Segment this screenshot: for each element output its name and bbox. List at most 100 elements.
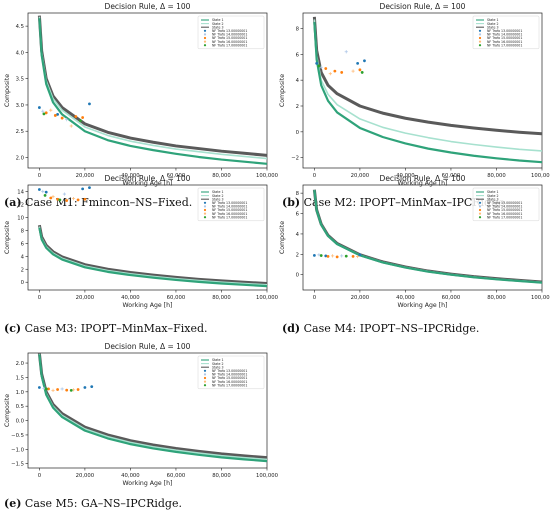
series-line-state-1	[313, 189, 542, 284]
x-tick-label: 60,000	[167, 173, 186, 179]
y-tick-label: 2	[296, 104, 299, 110]
series-line-state-2	[38, 16, 267, 160]
caption-label: (a)	[4, 196, 22, 209]
y-tick-label: 12	[17, 202, 24, 208]
data-point-nf-17	[44, 387, 48, 391]
y-tick-label: 4.0	[16, 50, 25, 56]
data-point-nf-16	[351, 69, 355, 73]
y-axis-label: Composite	[279, 221, 286, 254]
data-point-nf-15	[47, 387, 50, 391]
data-point-nf-15	[56, 197, 59, 201]
x-tick-label: 0	[38, 473, 42, 479]
caption-text: Case M5: GA–NS–IPCRidge.	[24, 497, 182, 510]
data-point-nf-13	[90, 385, 94, 389]
y-tick-label: 6	[21, 241, 25, 247]
chart-title: Decision Rule, Δ = 100	[105, 342, 191, 351]
legend-label: State 1	[212, 358, 223, 362]
data-point-nf-17	[43, 193, 47, 197]
data-point-nf-15	[53, 114, 57, 117]
x-tick-label: 60,000	[442, 173, 461, 179]
y-axis-label: Composite	[4, 221, 11, 254]
legend-label: NF Trafo 13.00000001	[212, 201, 247, 205]
plot-area	[37, 353, 267, 463]
plot-area	[37, 224, 267, 288]
data-point-nf-14	[344, 50, 348, 54]
x-tick-label: 0	[38, 295, 42, 301]
legend-swatch	[478, 33, 482, 36]
legend-label: NF Trafo 14.00000001	[487, 33, 522, 37]
series-line-state-3	[312, 16, 542, 136]
legend-label: State 2	[212, 22, 223, 26]
series-line-state-1	[38, 227, 267, 288]
caption-m5: (e) Case M5: GA–NS–IPCRidge.	[4, 497, 182, 510]
y-axis-label: Composite	[4, 394, 11, 427]
caption-m2: (b) Case M2: IPOPT–MinMax–IPCRidge	[282, 196, 505, 209]
data-point-nf-14	[41, 189, 45, 194]
data-point-nf-15	[335, 255, 339, 259]
plot-frame	[302, 184, 543, 291]
data-point-nf-13	[88, 186, 91, 189]
legend-label: State 1	[487, 190, 498, 194]
y-tick-label: 2.0	[16, 155, 25, 161]
legend-label: NF Trafo 16.00000001	[212, 212, 247, 216]
x-tick-label: 0	[38, 173, 42, 179]
x-axis-label: Working Age [h]	[123, 302, 173, 309]
x-tick-label: 20,000	[351, 295, 370, 301]
legend-swatch	[478, 216, 482, 219]
y-tick-label: 0	[21, 280, 25, 286]
data-point-nf-17	[317, 64, 321, 68]
series-line-state-1	[38, 18, 267, 165]
data-point-nf-16	[330, 254, 335, 258]
y-tick-label: 2.5	[16, 129, 24, 135]
data-point-nf-17	[360, 71, 364, 74]
data-point-nf-15	[74, 115, 78, 118]
data-point-nf-17	[344, 254, 348, 258]
legend-swatch	[478, 36, 482, 40]
chart-panel-m1: Decision Rule, Δ = 100 0 20,000 40,000 60,00…	[0, 0, 279, 190]
legend-label: NF Trafo 14.00000001	[212, 33, 247, 37]
x-tick-label: 40,000	[396, 173, 415, 179]
series-line-state-1	[313, 21, 542, 164]
caption-m4: (d) Case M4: IPOPT–NS–IPCRidge.	[282, 322, 479, 335]
legend-label: State 1	[212, 18, 223, 22]
legend-label: NF Trafo 13.00000001	[212, 29, 247, 33]
legend-swatch	[203, 216, 207, 219]
legend-label: State 3	[487, 197, 498, 201]
legend-swatch	[478, 205, 482, 208]
y-tick-label: −0.5	[11, 433, 24, 439]
legend-swatch	[203, 212, 207, 215]
data-point-nf-13	[363, 59, 366, 63]
data-point-nf-13	[358, 253, 362, 257]
x-tick-label: 60,000	[442, 295, 461, 301]
caption-text: Case M2: IPOPT–MinMax–IPCRidge	[303, 196, 505, 209]
data-point-nf-15	[56, 388, 59, 391]
x-tick-label: 80,000	[212, 295, 231, 301]
legend-label: NF Trafo 16.00000001	[487, 40, 522, 44]
data-point-nf-17	[58, 198, 62, 202]
legend-swatch	[203, 380, 207, 383]
data-point-nf-15	[76, 388, 80, 391]
caption-label: (b)	[282, 196, 301, 209]
data-point-nf-17	[42, 112, 46, 116]
legend-label: NF Trafo 14.00000001	[212, 373, 247, 377]
y-tick-label: −1.0	[11, 447, 24, 453]
y-tick-label: −1.5	[11, 462, 24, 468]
data-point-nf-15	[333, 69, 337, 73]
legend-swatch	[203, 369, 207, 372]
data-point-nf-13	[324, 254, 328, 258]
chart-panel-m5: Decision Rule, Δ = 100 0 20,000 40,000 60,00…	[0, 340, 279, 490]
x-tick-label: 60,000	[167, 473, 186, 479]
data-point-nf-14	[340, 254, 344, 258]
legend-label: State 1	[212, 190, 223, 194]
data-point-nf-14	[317, 253, 321, 257]
series-line-state-2	[313, 19, 542, 152]
legend-swatch	[203, 44, 207, 47]
chart-title: Decision Rule, Δ = 100	[105, 2, 191, 11]
data-point-nf-15	[44, 111, 48, 115]
y-tick-label: 14	[17, 189, 24, 195]
data-point-nf-13	[37, 106, 41, 109]
y-tick-label: 3.0	[16, 103, 25, 109]
plot-frame	[302, 12, 543, 169]
x-tick-label: 80,000	[487, 173, 506, 179]
y-tick-label: 0	[296, 273, 300, 279]
